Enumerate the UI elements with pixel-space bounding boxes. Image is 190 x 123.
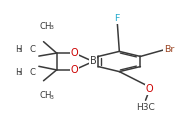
Text: O: O [71,48,78,58]
Text: 3: 3 [17,48,21,53]
Text: O: O [146,84,153,94]
Text: Br: Br [164,45,174,54]
Text: 3: 3 [17,71,21,76]
Text: B: B [90,56,97,67]
Text: CH: CH [39,91,52,100]
Text: O: O [71,65,78,75]
Text: 3: 3 [49,25,53,30]
Text: H: H [15,68,22,77]
Text: C: C [29,45,35,54]
Text: CH: CH [39,22,52,31]
Text: C: C [29,68,35,77]
Text: 3: 3 [49,95,53,100]
Text: F: F [114,14,119,23]
Text: H3C: H3C [136,103,155,112]
Text: H: H [15,45,22,54]
